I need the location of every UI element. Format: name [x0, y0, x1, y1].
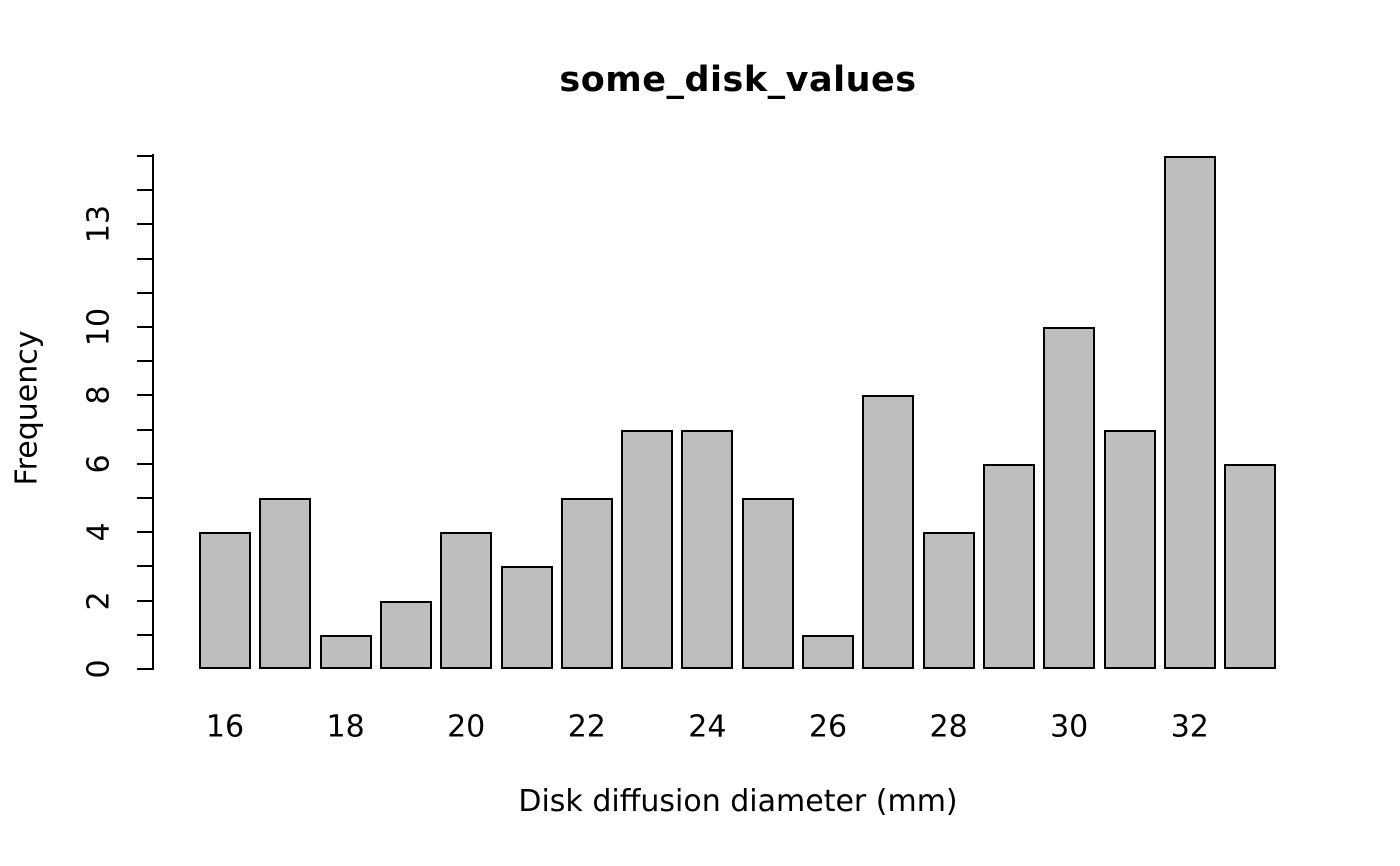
- y-tick-label: 13: [81, 205, 117, 244]
- y-tick: [137, 633, 153, 636]
- bar: [500, 566, 553, 669]
- bar: [1224, 463, 1277, 669]
- x-tick-label: 20: [447, 709, 486, 745]
- bar: [199, 532, 251, 669]
- bar: [802, 634, 854, 669]
- y-tick-label: 0: [81, 659, 117, 679]
- bar: [560, 498, 613, 669]
- y-tick: [137, 223, 153, 226]
- y-tick: [137, 189, 153, 192]
- x-tick-label: 30: [1050, 709, 1089, 745]
- y-tick: [137, 155, 153, 157]
- y-tick: [137, 462, 153, 465]
- y-tick: [137, 428, 153, 431]
- bar: [922, 532, 975, 669]
- y-tick: [137, 394, 153, 397]
- y-axis-line: [152, 154, 154, 670]
- x-tick-label: 24: [688, 709, 727, 745]
- y-tick: [137, 668, 153, 670]
- bar: [319, 634, 372, 669]
- bar: [259, 498, 312, 669]
- y-tick-label: 8: [81, 385, 117, 405]
- bar: [681, 429, 734, 669]
- y-tick-label: 6: [81, 454, 117, 474]
- x-tick-label: 16: [205, 709, 245, 745]
- y-tick: [137, 291, 153, 294]
- y-axis-title: Frequency: [9, 330, 45, 486]
- y-tick-label: 2: [81, 591, 117, 611]
- x-tick-label: 22: [567, 709, 606, 745]
- y-tick: [137, 599, 153, 602]
- x-tick-label: 26: [808, 709, 848, 745]
- x-tick-label: 18: [326, 709, 365, 745]
- x-tick-label: 32: [1170, 709, 1209, 745]
- y-tick-label: 4: [81, 522, 117, 542]
- y-tick: [137, 531, 153, 534]
- bar: [621, 429, 674, 669]
- chart-title: some_disk_values: [559, 60, 917, 100]
- bar: [440, 532, 493, 669]
- bar: [379, 600, 432, 669]
- bar: [1103, 429, 1156, 669]
- x-tick-label: 28: [929, 709, 968, 745]
- y-tick: [137, 497, 153, 499]
- bar: [1043, 327, 1096, 669]
- bar: [1163, 156, 1216, 669]
- y-tick-label: 10: [81, 307, 117, 347]
- y-tick: [137, 360, 153, 363]
- bar: [982, 463, 1035, 669]
- y-tick: [137, 257, 153, 260]
- bar: [741, 498, 794, 669]
- y-tick: [137, 326, 153, 328]
- y-tick: [137, 565, 153, 568]
- bar: [862, 395, 915, 669]
- x-axis-title: Disk diffusion diameter (mm): [518, 784, 958, 819]
